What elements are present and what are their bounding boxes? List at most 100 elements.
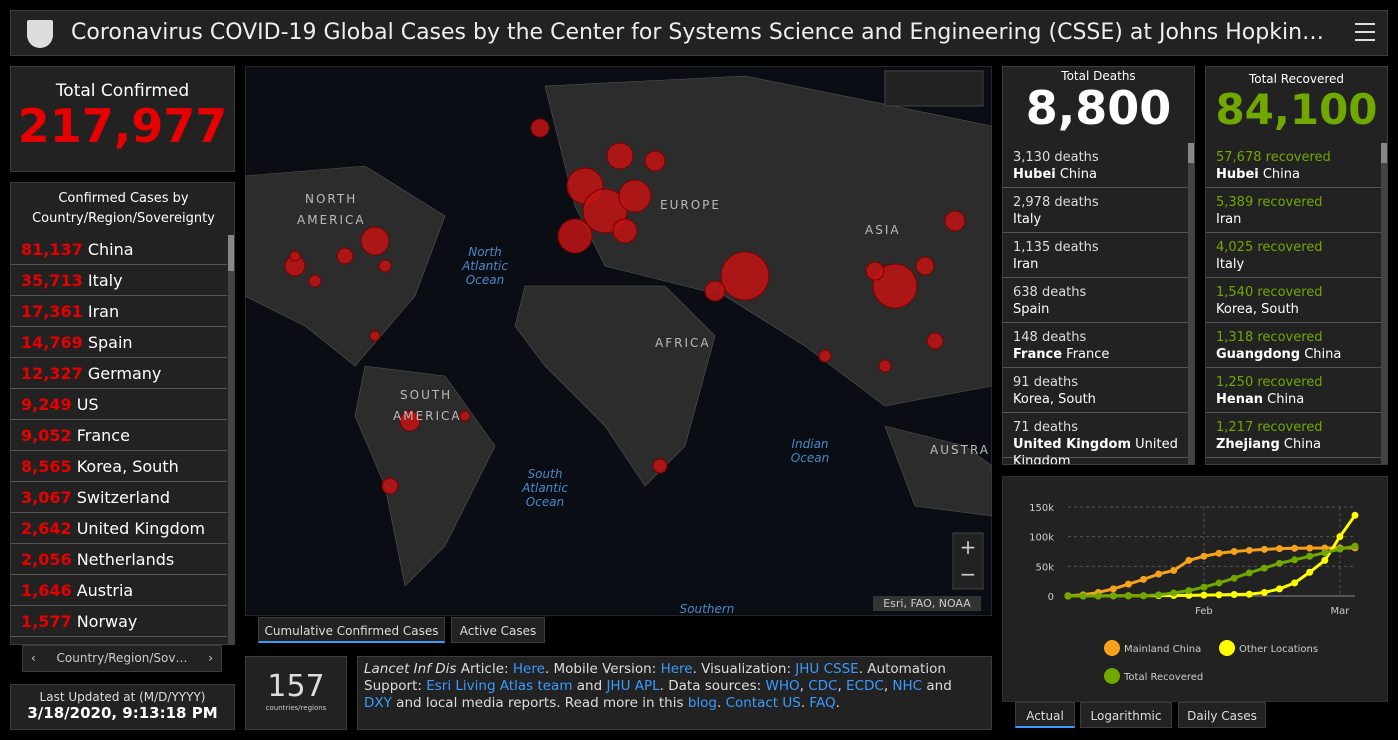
scrollbar[interactable] bbox=[1381, 143, 1387, 464]
chart-tab[interactable]: Logarithmic bbox=[1080, 702, 1172, 728]
map-toolbar[interactable] bbox=[884, 70, 984, 107]
point bbox=[1260, 564, 1268, 572]
country-row[interactable]: 2,642 United Kingdom bbox=[11, 514, 227, 544]
link[interactable]: FAQ bbox=[809, 695, 836, 711]
country: Italy bbox=[87, 271, 123, 290]
place-line: United Kingdom United Kingdom bbox=[1013, 436, 1188, 464]
count: 9,249 bbox=[21, 395, 72, 414]
point bbox=[1291, 544, 1299, 552]
country-row[interactable]: 8,565 Korea, South bbox=[11, 452, 227, 482]
chart-tab[interactable]: Actual bbox=[1015, 702, 1075, 728]
country-row[interactable]: 12,327 Germany bbox=[11, 359, 227, 389]
country-row[interactable]: 35,713 Italy bbox=[11, 266, 227, 296]
country-row[interactable]: 1,646 Austria bbox=[11, 576, 227, 606]
count: 4,025 bbox=[1216, 240, 1254, 255]
point bbox=[1140, 575, 1148, 583]
list-row: 5,389 recovered Iran bbox=[1206, 188, 1381, 233]
text: . Visualization: bbox=[692, 661, 796, 677]
point bbox=[1245, 590, 1253, 598]
point bbox=[1351, 542, 1359, 550]
scrollbar[interactable] bbox=[1188, 143, 1194, 464]
point bbox=[1155, 570, 1163, 578]
list-row: 1,318 recovered Guangdong China bbox=[1206, 323, 1381, 368]
point bbox=[1215, 591, 1223, 599]
country-row[interactable]: 1,577 Norway bbox=[11, 607, 227, 637]
list-row: 148 deaths France France bbox=[1003, 323, 1188, 368]
country-list: Confirmed Cases by Country/Region/Sovere… bbox=[10, 182, 235, 645]
case-bubbles bbox=[284, 118, 966, 495]
list-row: 1,250 recovered Henan China bbox=[1206, 368, 1381, 413]
country-row[interactable]: 9,249 US bbox=[11, 390, 227, 420]
count-line: 1,540 recovered bbox=[1216, 284, 1381, 301]
country: Switzerland bbox=[76, 488, 171, 507]
unit: deaths bbox=[1041, 285, 1087, 300]
country: Austria bbox=[76, 581, 134, 600]
place-line: Korea, South bbox=[1013, 391, 1188, 408]
country: US bbox=[76, 395, 99, 414]
link[interactable]: blog bbox=[687, 695, 717, 711]
zoom-control[interactable] bbox=[952, 532, 984, 590]
ocean-label: North Atlantic Ocean bbox=[461, 245, 508, 287]
region: Italy bbox=[1013, 212, 1042, 227]
country-row[interactable]: 81,137 China bbox=[11, 235, 227, 265]
attribution: Esri, FAO, NOAA bbox=[883, 597, 971, 610]
y-tick-label: 50k bbox=[1035, 562, 1054, 573]
link[interactable]: Here bbox=[512, 661, 545, 677]
link[interactable]: Here bbox=[660, 661, 693, 677]
pager[interactable]: ‹ Country/Region/Sov… › bbox=[22, 645, 222, 672]
text: , bbox=[837, 678, 847, 694]
label: Last Updated at (M/D/YYYY) bbox=[39, 690, 206, 704]
country-row[interactable]: 9,052 France bbox=[11, 421, 227, 451]
chart-tab[interactable]: Daily Cases bbox=[1178, 702, 1266, 728]
text: and bbox=[922, 678, 952, 694]
link[interactable]: CDC bbox=[808, 678, 838, 694]
link[interactable]: ECDC bbox=[846, 678, 884, 694]
region-label: NORTH bbox=[305, 192, 357, 206]
link[interactable]: WHO bbox=[765, 678, 800, 694]
unit: recovered bbox=[1257, 420, 1323, 435]
list-row: 1,540 recovered Korea, South bbox=[1206, 278, 1381, 323]
point bbox=[1185, 587, 1193, 595]
map-tab[interactable]: Cumulative Confirmed Cases bbox=[258, 617, 445, 643]
region: China bbox=[1267, 392, 1305, 407]
link[interactable]: DXY bbox=[364, 695, 392, 711]
text: . bbox=[835, 695, 840, 711]
count: 638 bbox=[1013, 285, 1038, 300]
country-row[interactable]: 14,769 Spain bbox=[11, 328, 227, 358]
count: 17,361 bbox=[21, 302, 83, 321]
point bbox=[1185, 556, 1193, 564]
link[interactable]: Contact US bbox=[725, 695, 801, 711]
list-row: 638 deaths Spain bbox=[1003, 278, 1188, 323]
place-line: Iran bbox=[1013, 256, 1188, 273]
region: Iran bbox=[1216, 212, 1242, 227]
place-line: Hubei China bbox=[1013, 166, 1188, 183]
label: countries/regions bbox=[265, 704, 327, 712]
point bbox=[1306, 568, 1314, 576]
point bbox=[1064, 592, 1072, 600]
count: 1,250 bbox=[1216, 375, 1254, 390]
country-row[interactable]: 3,067 Switzerland bbox=[11, 483, 227, 513]
country-row[interactable]: 2,056 Netherlands bbox=[11, 545, 227, 575]
list-row: 91 deaths Korea, South bbox=[1003, 368, 1188, 413]
place: United Kingdom bbox=[1013, 437, 1132, 452]
link[interactable]: Esri Living Atlas team bbox=[426, 678, 573, 694]
legend-label: Mainland China bbox=[1124, 644, 1201, 655]
point bbox=[1275, 585, 1283, 593]
link[interactable]: JHU CSSE bbox=[795, 661, 859, 677]
point bbox=[1109, 592, 1117, 600]
link[interactable]: NHC bbox=[892, 678, 923, 694]
link[interactable]: JHU APL bbox=[606, 678, 660, 694]
map-tab[interactable]: Active Cases bbox=[451, 617, 545, 643]
country-row[interactable]: 17,361 Iran bbox=[11, 297, 227, 327]
unit: recovered bbox=[1257, 330, 1323, 345]
unit: deaths bbox=[1054, 195, 1099, 210]
list-title: Confirmed Cases by Country/Region/Sovere… bbox=[32, 191, 215, 226]
point bbox=[1200, 552, 1208, 560]
list-row: 4,025 recovered Italy bbox=[1206, 233, 1381, 278]
list-row: 3,130 deaths Hubei China bbox=[1003, 143, 1188, 188]
place-line: Hubei China bbox=[1216, 166, 1381, 183]
menu-button[interactable] bbox=[1355, 23, 1375, 41]
scrollbar[interactable] bbox=[228, 235, 234, 645]
value: 217,977 bbox=[17, 99, 228, 153]
